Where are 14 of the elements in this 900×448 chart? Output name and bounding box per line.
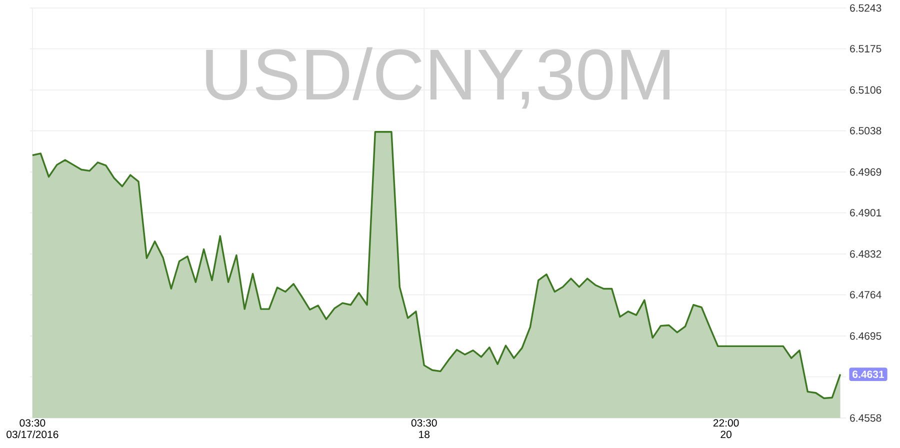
y-tick-label: 6.4901 xyxy=(850,208,882,216)
y-tick-label: 6.4558 xyxy=(850,414,882,422)
x-tick-label: 03:30 18 xyxy=(411,419,437,438)
y-tick-label: 6.5038 xyxy=(850,126,882,134)
y-tick-label: 6.4695 xyxy=(850,332,882,340)
x-tick-label: 03:30 03/17/2016 xyxy=(6,419,58,438)
x-tick-label: 22:00 20 xyxy=(713,419,739,438)
y-tick-label: 6.4969 xyxy=(850,168,882,176)
y-tick-label: 6.4764 xyxy=(850,290,882,298)
y-tick-label: 6.5243 xyxy=(850,4,882,12)
y-tick-label: 6.5175 xyxy=(850,44,882,52)
y-tick-label: 6.5106 xyxy=(850,86,882,94)
y-tick-label: 6.4832 xyxy=(850,250,882,258)
text: 6.4631 xyxy=(852,370,884,378)
